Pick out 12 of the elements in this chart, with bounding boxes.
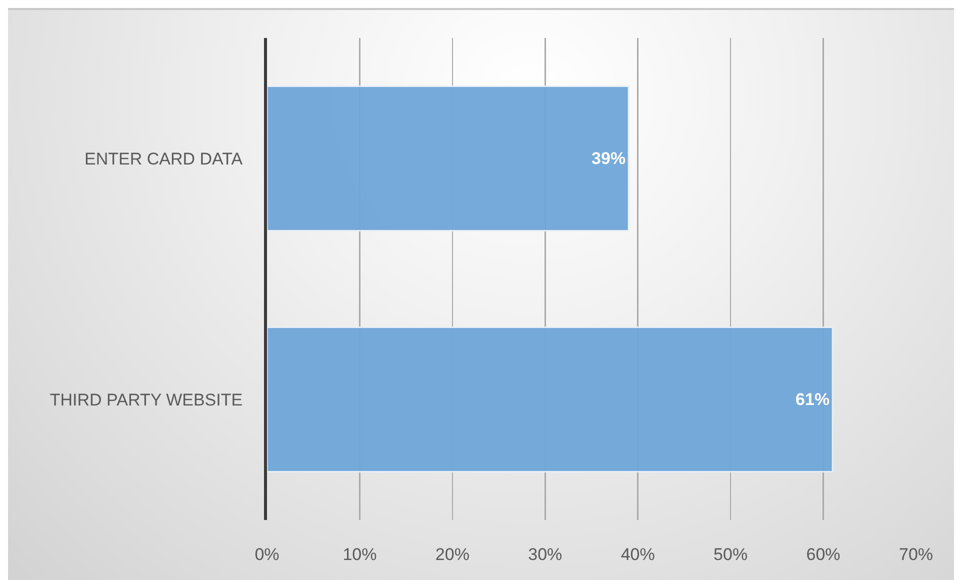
y-tick-label: THIRD PARTY WEBSITE — [50, 390, 243, 410]
x-tick-label: 50% — [714, 545, 748, 564]
x-tick-label: 70% — [898, 545, 934, 564]
x-tick-label: 0% — [254, 545, 280, 564]
data-label: 61% — [796, 390, 830, 409]
x-tick-label: 20% — [435, 545, 470, 564]
x-tick-label: 60% — [806, 545, 840, 564]
x-tick-label: 30% — [528, 545, 562, 564]
x-tick-label: 10% — [342, 545, 377, 564]
y-tick-label: ENTER CARD DATA — [84, 149, 244, 168]
x-tick-label: 40% — [620, 545, 655, 564]
data-label: 39% — [592, 149, 626, 168]
